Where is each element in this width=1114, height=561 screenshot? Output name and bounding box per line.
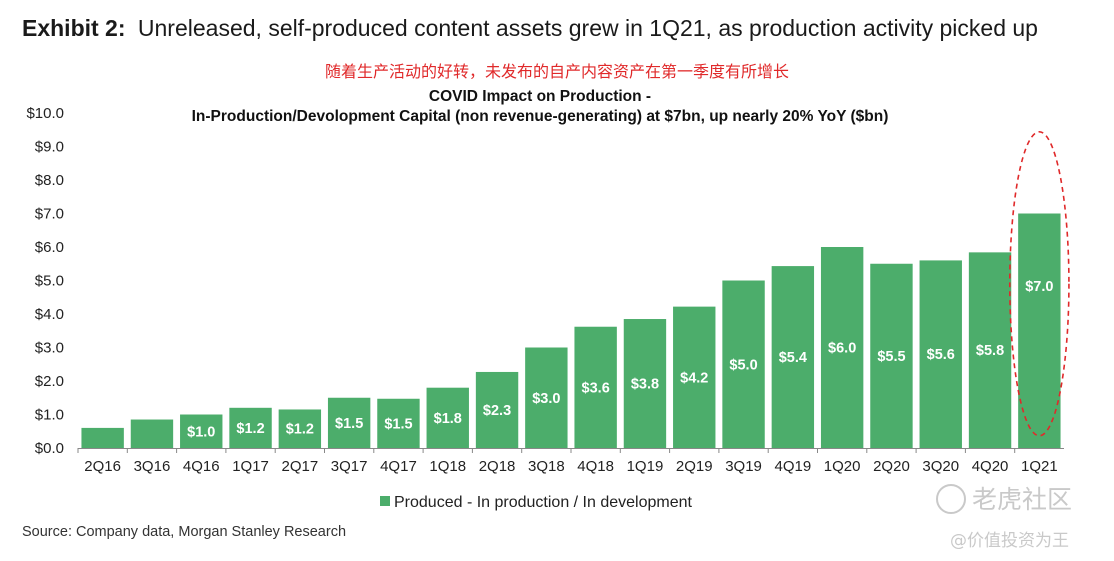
bar-data-label: $1.5 [384, 416, 412, 432]
bar [968, 252, 1012, 448]
x-tick-label: 4Q16 [183, 458, 220, 475]
bar-data-label: $1.2 [286, 422, 314, 438]
bar-data-label: $3.8 [631, 377, 659, 393]
y-tick-label: $3.0 [35, 340, 64, 357]
bar [820, 247, 864, 448]
x-tick-label: 3Q20 [922, 458, 959, 475]
bar [919, 260, 962, 448]
bar-data-label: $5.5 [877, 349, 905, 365]
bar-data-label: $5.8 [976, 343, 1004, 359]
bar-data-label: $5.6 [927, 347, 955, 363]
chart-title-line2: In-Production/Devolopment Capital (non r… [191, 108, 889, 125]
bar [229, 407, 272, 448]
bar [1018, 213, 1061, 448]
bar-data-label: $1.8 [434, 411, 462, 427]
x-tick-label: 2Q19 [676, 458, 713, 475]
bar-data-label: $4.2 [680, 370, 708, 386]
x-tick-label: 2Q18 [479, 458, 516, 475]
exhibit-heading: Exhibit 2: Unreleased, self-produced con… [22, 14, 1092, 43]
y-tick-label: $10.0 [26, 105, 64, 122]
bar [130, 419, 174, 448]
y-tick-label: $0.0 [35, 440, 64, 457]
y-tick-label: $1.0 [35, 407, 64, 424]
legend-label: Produced - In production / In developmen… [394, 494, 693, 511]
watermark-logo-text: 老虎社区 [972, 485, 1073, 514]
highlight-ellipse [1008, 130, 1070, 437]
x-tick-label: 1Q19 [627, 458, 664, 475]
bar [525, 347, 568, 448]
watermark-handle: @价值投资为王 [950, 531, 1069, 551]
bar-data-label: $6.0 [828, 341, 856, 357]
exhibit-number: Exhibit 2: [22, 15, 126, 41]
x-tick-label: 2Q20 [873, 458, 910, 475]
x-tick-label: 2Q16 [84, 458, 121, 475]
x-tick-label: 2Q17 [281, 458, 318, 475]
bar-data-label: $1.5 [335, 416, 363, 432]
y-tick-label: $8.0 [35, 172, 64, 189]
y-tick-label: $6.0 [35, 239, 64, 256]
bar-data-label: $5.4 [779, 350, 807, 366]
x-tick-label: 1Q20 [824, 458, 861, 475]
y-tick-label: $2.0 [35, 373, 64, 390]
bar [377, 398, 420, 448]
y-tick-label: $4.0 [35, 306, 64, 323]
bar [771, 266, 815, 448]
source-note: Source: Company data, Morgan Stanley Res… [22, 524, 347, 540]
bar-data-label: $3.6 [582, 380, 610, 396]
x-tick-label: 3Q16 [134, 458, 171, 475]
bar-data-label: $2.3 [483, 403, 511, 419]
bar-data-label: $1.0 [187, 424, 215, 440]
x-tick-label: 4Q17 [380, 458, 417, 475]
y-tick-label: $9.0 [35, 139, 64, 156]
bar [327, 397, 371, 448]
bar [180, 414, 223, 448]
bar-data-label: $1.2 [236, 421, 264, 437]
bar [722, 280, 765, 448]
watermark-logo: 老虎社区 [936, 480, 1072, 516]
x-tick-label: 4Q19 [774, 458, 811, 475]
exhibit-text: Unreleased, self-produced content assets… [137, 15, 1038, 41]
bar [673, 306, 716, 448]
bar [623, 319, 667, 448]
chinese-subtitle: 随着生产活动的好转，未发布的自产内容资产在第一季度有所增长 [324, 62, 789, 81]
y-tick-label: $5.0 [35, 273, 64, 290]
x-tick-label: 3Q19 [725, 458, 762, 475]
bar [278, 409, 322, 448]
bar [81, 427, 124, 448]
x-tick-label: 1Q17 [232, 458, 269, 475]
x-tick-label: 1Q21 [1021, 458, 1058, 475]
bar-data-label: $5.0 [729, 357, 757, 373]
x-tick-label: 4Q18 [577, 458, 614, 475]
bar-data-label: $3.0 [532, 391, 560, 407]
bar [426, 387, 469, 448]
bar [870, 263, 913, 448]
x-tick-label: 1Q18 [429, 458, 466, 475]
y-tick-label: $7.0 [35, 206, 64, 223]
bar-data-label: $7.0 [1025, 279, 1053, 295]
bar [475, 371, 519, 448]
x-tick-label: 4Q20 [972, 458, 1009, 475]
chart-title-line1: COVID Impact on Production - [428, 88, 652, 105]
x-tick-label: 3Q18 [528, 458, 565, 475]
bar [574, 326, 617, 448]
tiger-logo-icon [936, 484, 966, 514]
legend-swatch [380, 496, 390, 506]
x-tick-label: 3Q17 [331, 458, 368, 475]
